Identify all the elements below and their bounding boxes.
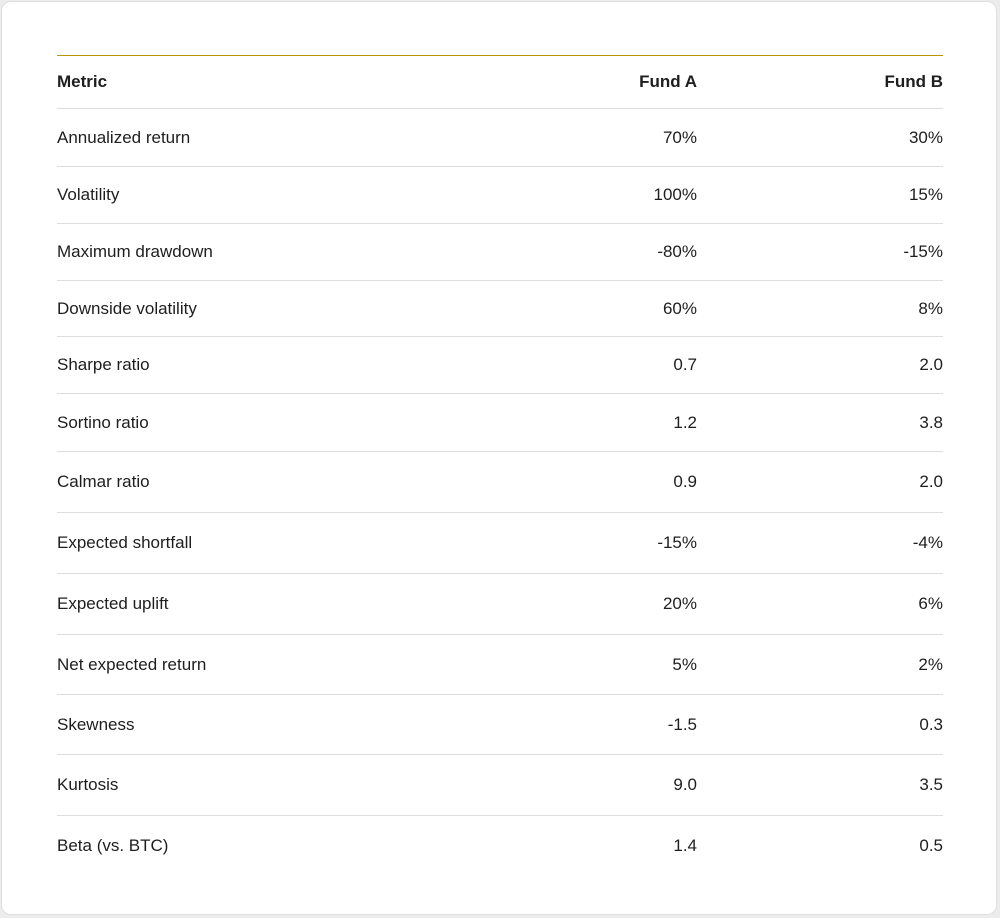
fund-b-cell: -15% xyxy=(697,223,943,281)
metric-cell: Expected uplift xyxy=(57,573,447,635)
table-top-accent-rule xyxy=(57,55,943,56)
fund-a-cell: 0.9 xyxy=(447,451,697,513)
header-fund-a: Fund A xyxy=(447,56,697,109)
table-row: Sortino ratio 1.2 3.8 xyxy=(57,393,943,452)
metric-cell: Kurtosis xyxy=(57,754,447,816)
fund-b-cell: 6% xyxy=(697,573,943,635)
header-metric: Metric xyxy=(57,56,447,109)
fund-b-cell: 30% xyxy=(697,108,943,167)
fund-a-cell: 9.0 xyxy=(447,754,697,816)
metric-cell: Maximum drawdown xyxy=(57,223,447,281)
fund-a-cell: 70% xyxy=(447,108,697,167)
fund-a-cell: 60% xyxy=(447,280,697,337)
fund-a-cell: 100% xyxy=(447,166,697,224)
metric-cell: Skewness xyxy=(57,694,447,755)
metric-cell: Expected shortfall xyxy=(57,512,447,574)
metric-cell: Sortino ratio xyxy=(57,393,447,452)
fund-b-cell: 2% xyxy=(697,634,943,695)
table-row: Annualized return 70% 30% xyxy=(57,108,943,167)
table-header-row: Metric Fund A Fund B xyxy=(57,56,943,109)
fund-a-cell: 1.2 xyxy=(447,393,697,452)
metrics-table-container: Metric Fund A Fund B Annualized return 70… xyxy=(57,55,943,876)
table-row: Expected shortfall -15% -4% xyxy=(57,512,943,574)
fund-a-cell: -1.5 xyxy=(447,694,697,755)
metric-cell: Downside volatility xyxy=(57,280,447,337)
fund-b-cell: 0.3 xyxy=(697,694,943,755)
fund-b-cell: 0.5 xyxy=(919,835,943,855)
table-row: Net expected return 5% 2% xyxy=(57,634,943,695)
fund-b-cell: -4% xyxy=(697,512,943,574)
fund-a-cell: -80% xyxy=(447,223,697,281)
fund-a-cell: 20% xyxy=(447,573,697,635)
metric-cell: Net expected return xyxy=(57,634,447,695)
fund-a-cell: -15% xyxy=(447,512,697,574)
table-row: Beta (vs. BTC) 1.4 0.5 xyxy=(57,816,943,876)
metric-cell: Sharpe ratio xyxy=(57,336,447,394)
table-row: Expected uplift 20% 6% xyxy=(57,573,943,635)
table-row: Maximum drawdown -80% -15% xyxy=(57,223,943,281)
fund-b-cell: 3.8 xyxy=(697,393,943,452)
table-row: Kurtosis 9.0 3.5 xyxy=(57,754,943,816)
header-fund-b: Fund B xyxy=(697,56,943,109)
fund-a-cell: 1.4 xyxy=(673,835,697,855)
metric-cell: Beta (vs. BTC) xyxy=(57,835,169,855)
fund-b-cell: 8% xyxy=(697,280,943,337)
table-row: Volatility 100% 15% xyxy=(57,166,943,224)
metric-cell: Calmar ratio xyxy=(57,451,447,513)
fund-a-cell: 0.7 xyxy=(447,336,697,394)
fund-b-cell: 2.0 xyxy=(697,451,943,513)
fund-b-cell: 3.5 xyxy=(697,754,943,816)
fund-b-cell: 15% xyxy=(697,166,943,224)
fund-a-cell: 5% xyxy=(447,634,697,695)
table-row: Calmar ratio 0.9 2.0 xyxy=(57,451,943,513)
fund-metrics-table: Metric Fund A Fund B Annualized return 70… xyxy=(57,56,943,876)
table-row: Skewness -1.5 0.3 xyxy=(57,694,943,755)
metric-cell: Annualized return xyxy=(57,108,447,167)
table-row: Sharpe ratio 0.7 2.0 xyxy=(57,336,943,394)
fund-b-cell: 2.0 xyxy=(697,336,943,394)
metric-cell: Volatility xyxy=(57,166,447,224)
table-row: Downside volatility 60% 8% xyxy=(57,280,943,337)
